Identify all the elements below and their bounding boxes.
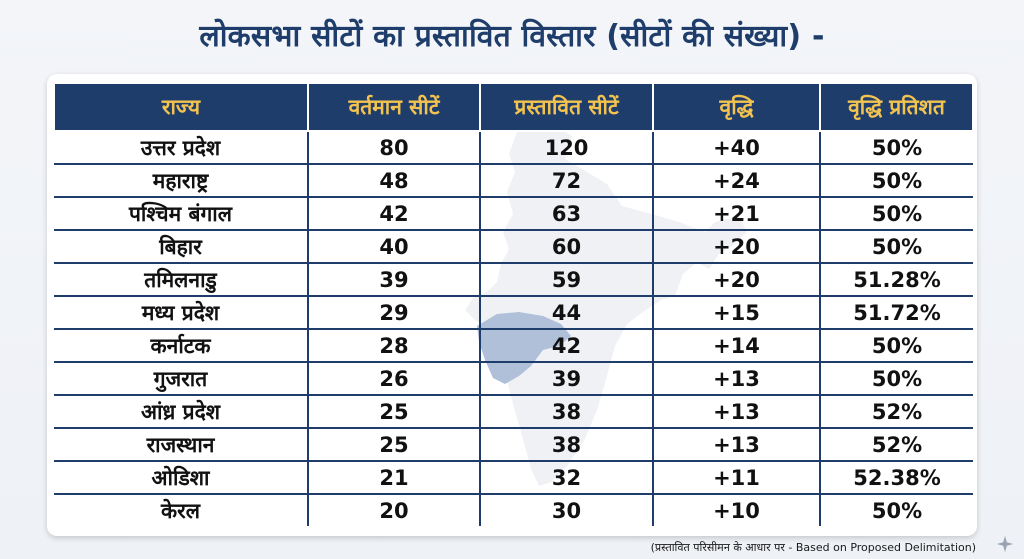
footnote: (प्रस्तावित परिसीमन के आधार पर - Based o… (650, 541, 976, 554)
current-seats-cell: 42 (307, 196, 481, 231)
increase-percent-cell: 52% (819, 427, 973, 462)
proposed-seats-cell: 32 (479, 460, 654, 495)
proposed-seats-cell: 30 (479, 493, 654, 526)
table-card: राज्य वर्तमान सीटें प्रस्तावित सीटें वृद… (47, 74, 977, 536)
column-header-proposed-seats: प्रस्तावित सीटें (479, 82, 654, 132)
proposed-seats-cell: 39 (479, 361, 654, 396)
table-row: तमिलनाडु 39 59 +20 51.28% (54, 262, 973, 297)
increase-percent-cell: 50% (819, 493, 973, 526)
current-seats-cell: 39 (307, 262, 481, 297)
proposed-seats-cell: 38 (479, 427, 654, 462)
state-cell: महाराष्ट्र (54, 163, 309, 198)
increase-cell: +14 (652, 328, 821, 363)
proposed-seats-cell: 44 (479, 295, 654, 330)
increase-percent-cell: 50% (819, 130, 973, 165)
proposed-seats-cell: 60 (479, 229, 654, 264)
state-cell: ओडिशा (54, 460, 309, 495)
table-row: बिहार 40 60 +20 50% (54, 229, 973, 264)
increase-cell: +13 (652, 427, 821, 462)
current-seats-cell: 28 (307, 328, 481, 363)
increase-percent-cell: 50% (819, 196, 973, 231)
increase-cell: +20 (652, 229, 821, 264)
state-cell: केरल (54, 493, 309, 526)
increase-percent-cell: 50% (819, 328, 973, 363)
table-row: उत्तर प्रदेश 80 120 +40 50% (54, 130, 973, 165)
current-seats-cell: 21 (307, 460, 481, 495)
state-cell: उत्तर प्रदेश (54, 130, 309, 165)
state-cell: तमिलनाडु (54, 262, 309, 297)
table-row: मध्य प्रदेश 29 44 +15 51.72% (54, 295, 973, 330)
current-seats-cell: 25 (307, 394, 481, 429)
column-header-increase-percent: वृद्धि प्रतिशत (819, 82, 974, 132)
state-cell: आंध्र प्रदेश (54, 394, 309, 429)
state-cell: मध्य प्रदेश (54, 295, 309, 330)
increase-cell: +10 (652, 493, 821, 526)
current-seats-cell: 26 (307, 361, 481, 396)
table-row: ओडिशा 21 32 +11 52.38% (54, 460, 973, 495)
current-seats-cell: 40 (307, 229, 481, 264)
increase-percent-cell: 52.38% (819, 460, 973, 495)
table-header-row: राज्य वर्तमान सीटें प्रस्तावित सीटें वृद… (53, 82, 974, 132)
proposed-seats-cell: 63 (479, 196, 654, 231)
increase-cell: +20 (652, 262, 821, 297)
increase-percent-cell: 50% (819, 163, 973, 198)
increase-cell: +24 (652, 163, 821, 198)
increase-percent-cell: 52% (819, 394, 973, 429)
sparkle-icon (996, 535, 1014, 553)
increase-percent-cell: 50% (819, 361, 973, 396)
table-row: केरल 20 30 +10 50% (54, 493, 973, 526)
table-row: आंध्र प्रदेश 25 38 +13 52% (54, 394, 973, 429)
state-cell: बिहार (54, 229, 309, 264)
current-seats-cell: 80 (307, 130, 481, 165)
current-seats-cell: 25 (307, 427, 481, 462)
current-seats-cell: 29 (307, 295, 481, 330)
proposed-seats-cell: 120 (479, 130, 654, 165)
state-cell: पश्चिम बंगाल (54, 196, 309, 231)
proposed-seats-cell: 42 (479, 328, 654, 363)
table-row: कर्नाटक 28 42 +14 50% (54, 328, 973, 363)
increase-cell: +13 (652, 361, 821, 396)
seats-table: राज्य वर्तमान सीटें प्रस्तावित सीटें वृद… (53, 82, 974, 526)
increase-percent-cell: 50% (819, 229, 973, 264)
column-header-state: राज्य (53, 82, 309, 132)
increase-cell: +13 (652, 394, 821, 429)
column-header-current-seats: वर्तमान सीटें (307, 82, 481, 132)
table-row: राजस्थान 25 38 +13 52% (54, 427, 973, 462)
proposed-seats-cell: 59 (479, 262, 654, 297)
current-seats-cell: 48 (307, 163, 481, 198)
page-title: लोकसभा सीटों का प्रस्तावित विस्तार (सीटो… (199, 19, 825, 54)
proposed-seats-cell: 38 (479, 394, 654, 429)
state-cell: राजस्थान (54, 427, 309, 462)
increase-percent-cell: 51.72% (819, 295, 973, 330)
column-header-increase: वृद्धि (652, 82, 821, 132)
table-row: महाराष्ट्र 48 72 +24 50% (54, 163, 973, 198)
current-seats-cell: 20 (307, 493, 481, 526)
state-cell: गुजरात (54, 361, 309, 396)
table-row: गुजरात 26 39 +13 50% (54, 361, 973, 396)
increase-cell: +21 (652, 196, 821, 231)
proposed-seats-cell: 72 (479, 163, 654, 198)
table-row: पश्चिम बंगाल 42 63 +21 50% (54, 196, 973, 231)
state-cell: कर्नाटक (54, 328, 309, 363)
increase-cell: +15 (652, 295, 821, 330)
increase-cell: +11 (652, 460, 821, 495)
increase-cell: +40 (652, 130, 821, 165)
increase-percent-cell: 51.28% (819, 262, 973, 297)
